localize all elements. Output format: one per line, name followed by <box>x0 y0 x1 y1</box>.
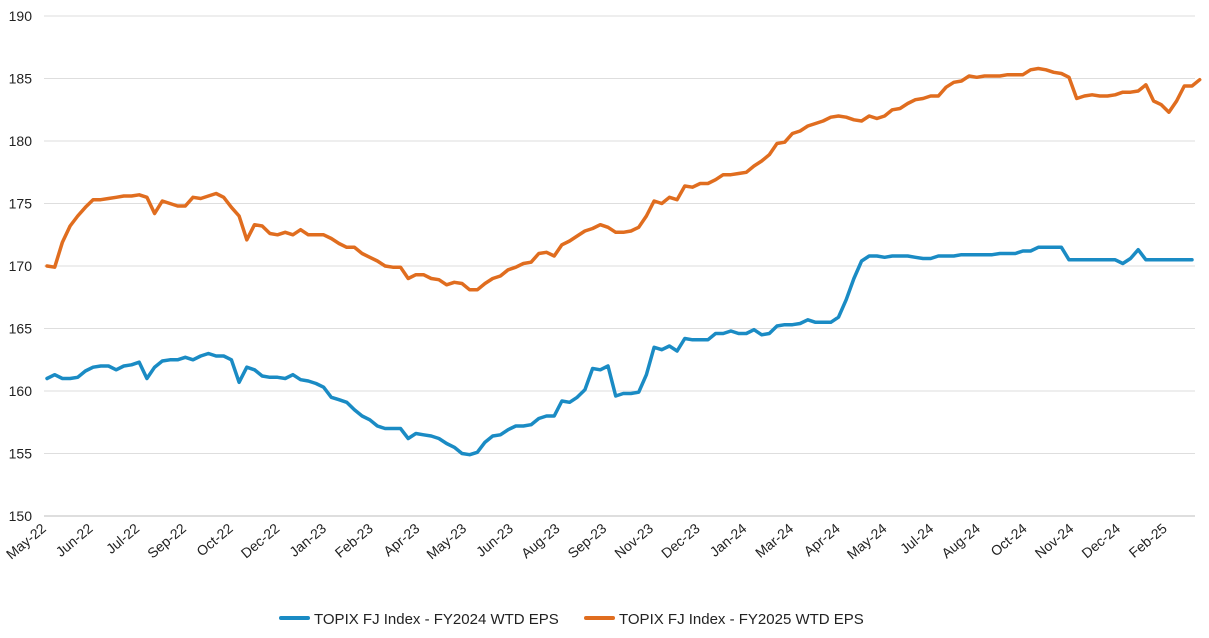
legend-label: TOPIX FJ Index - FY2025 WTD EPS <box>619 611 864 628</box>
y-tick-label: 150 <box>9 508 33 524</box>
x-tick-label: Sep-23 <box>565 520 610 561</box>
legend: TOPIX FJ Index - FY2024 WTD EPS TOPIX FJ … <box>279 611 864 628</box>
x-tick-label: Apr-24 <box>800 520 843 559</box>
x-tick-label: Jun-22 <box>53 520 96 560</box>
x-tick-label: Jun-23 <box>473 520 516 560</box>
x-tick-label: Aug-23 <box>518 520 563 561</box>
x-tick-label: Feb-23 <box>332 520 376 561</box>
y-tick-label: 175 <box>9 196 33 212</box>
y-tick-label: 160 <box>9 383 33 399</box>
x-tick-label: Dec-24 <box>1078 520 1123 561</box>
series-line-1 <box>45 245 1194 457</box>
x-tick-label: May-24 <box>844 520 890 562</box>
x-tick-label: Feb-25 <box>1126 520 1170 561</box>
y-tick-label: 165 <box>9 321 33 337</box>
series-lines <box>45 66 1202 457</box>
x-tick-label: Mar-24 <box>752 520 796 561</box>
x-tick-label: Jul-24 <box>897 520 937 557</box>
legend-label: TOPIX FJ Index - FY2024 WTD EPS <box>314 611 559 628</box>
x-tick-label: Nov-23 <box>611 520 656 561</box>
x-tick-label: Jan-24 <box>706 520 749 560</box>
x-tick-label: May-22 <box>3 520 49 562</box>
y-tick-label: 190 <box>9 8 33 24</box>
x-tick-label: May-23 <box>423 520 469 562</box>
x-tick-label: Oct-22 <box>193 520 236 559</box>
y-tick-label: 185 <box>9 71 33 87</box>
x-tick-label: Dec-23 <box>658 520 703 561</box>
y-tick-label: 155 <box>9 446 33 462</box>
x-tick-label: Nov-24 <box>1032 520 1077 561</box>
y-gridlines <box>44 15 1195 517</box>
x-tick-label: Dec-22 <box>238 520 283 561</box>
x-tick-label: Jul-22 <box>103 520 143 557</box>
series-line-2 <box>45 66 1202 292</box>
y-tick-label: 180 <box>9 133 33 149</box>
y-axis: 150 155 160 165 170 175 180 185 190 <box>9 8 33 524</box>
x-axis: May-22 Jun-22 Jul-22 Sep-22 Oct-22 Dec-22 Jan-… <box>3 520 1170 562</box>
y-tick-label: 170 <box>9 258 33 274</box>
x-tick-label: Aug-24 <box>938 520 983 561</box>
x-tick-label: Jan-23 <box>286 520 329 560</box>
x-tick-label: Apr-23 <box>380 520 423 559</box>
x-tick-label: Oct-24 <box>987 520 1030 559</box>
x-tick-label: Sep-22 <box>144 520 189 561</box>
